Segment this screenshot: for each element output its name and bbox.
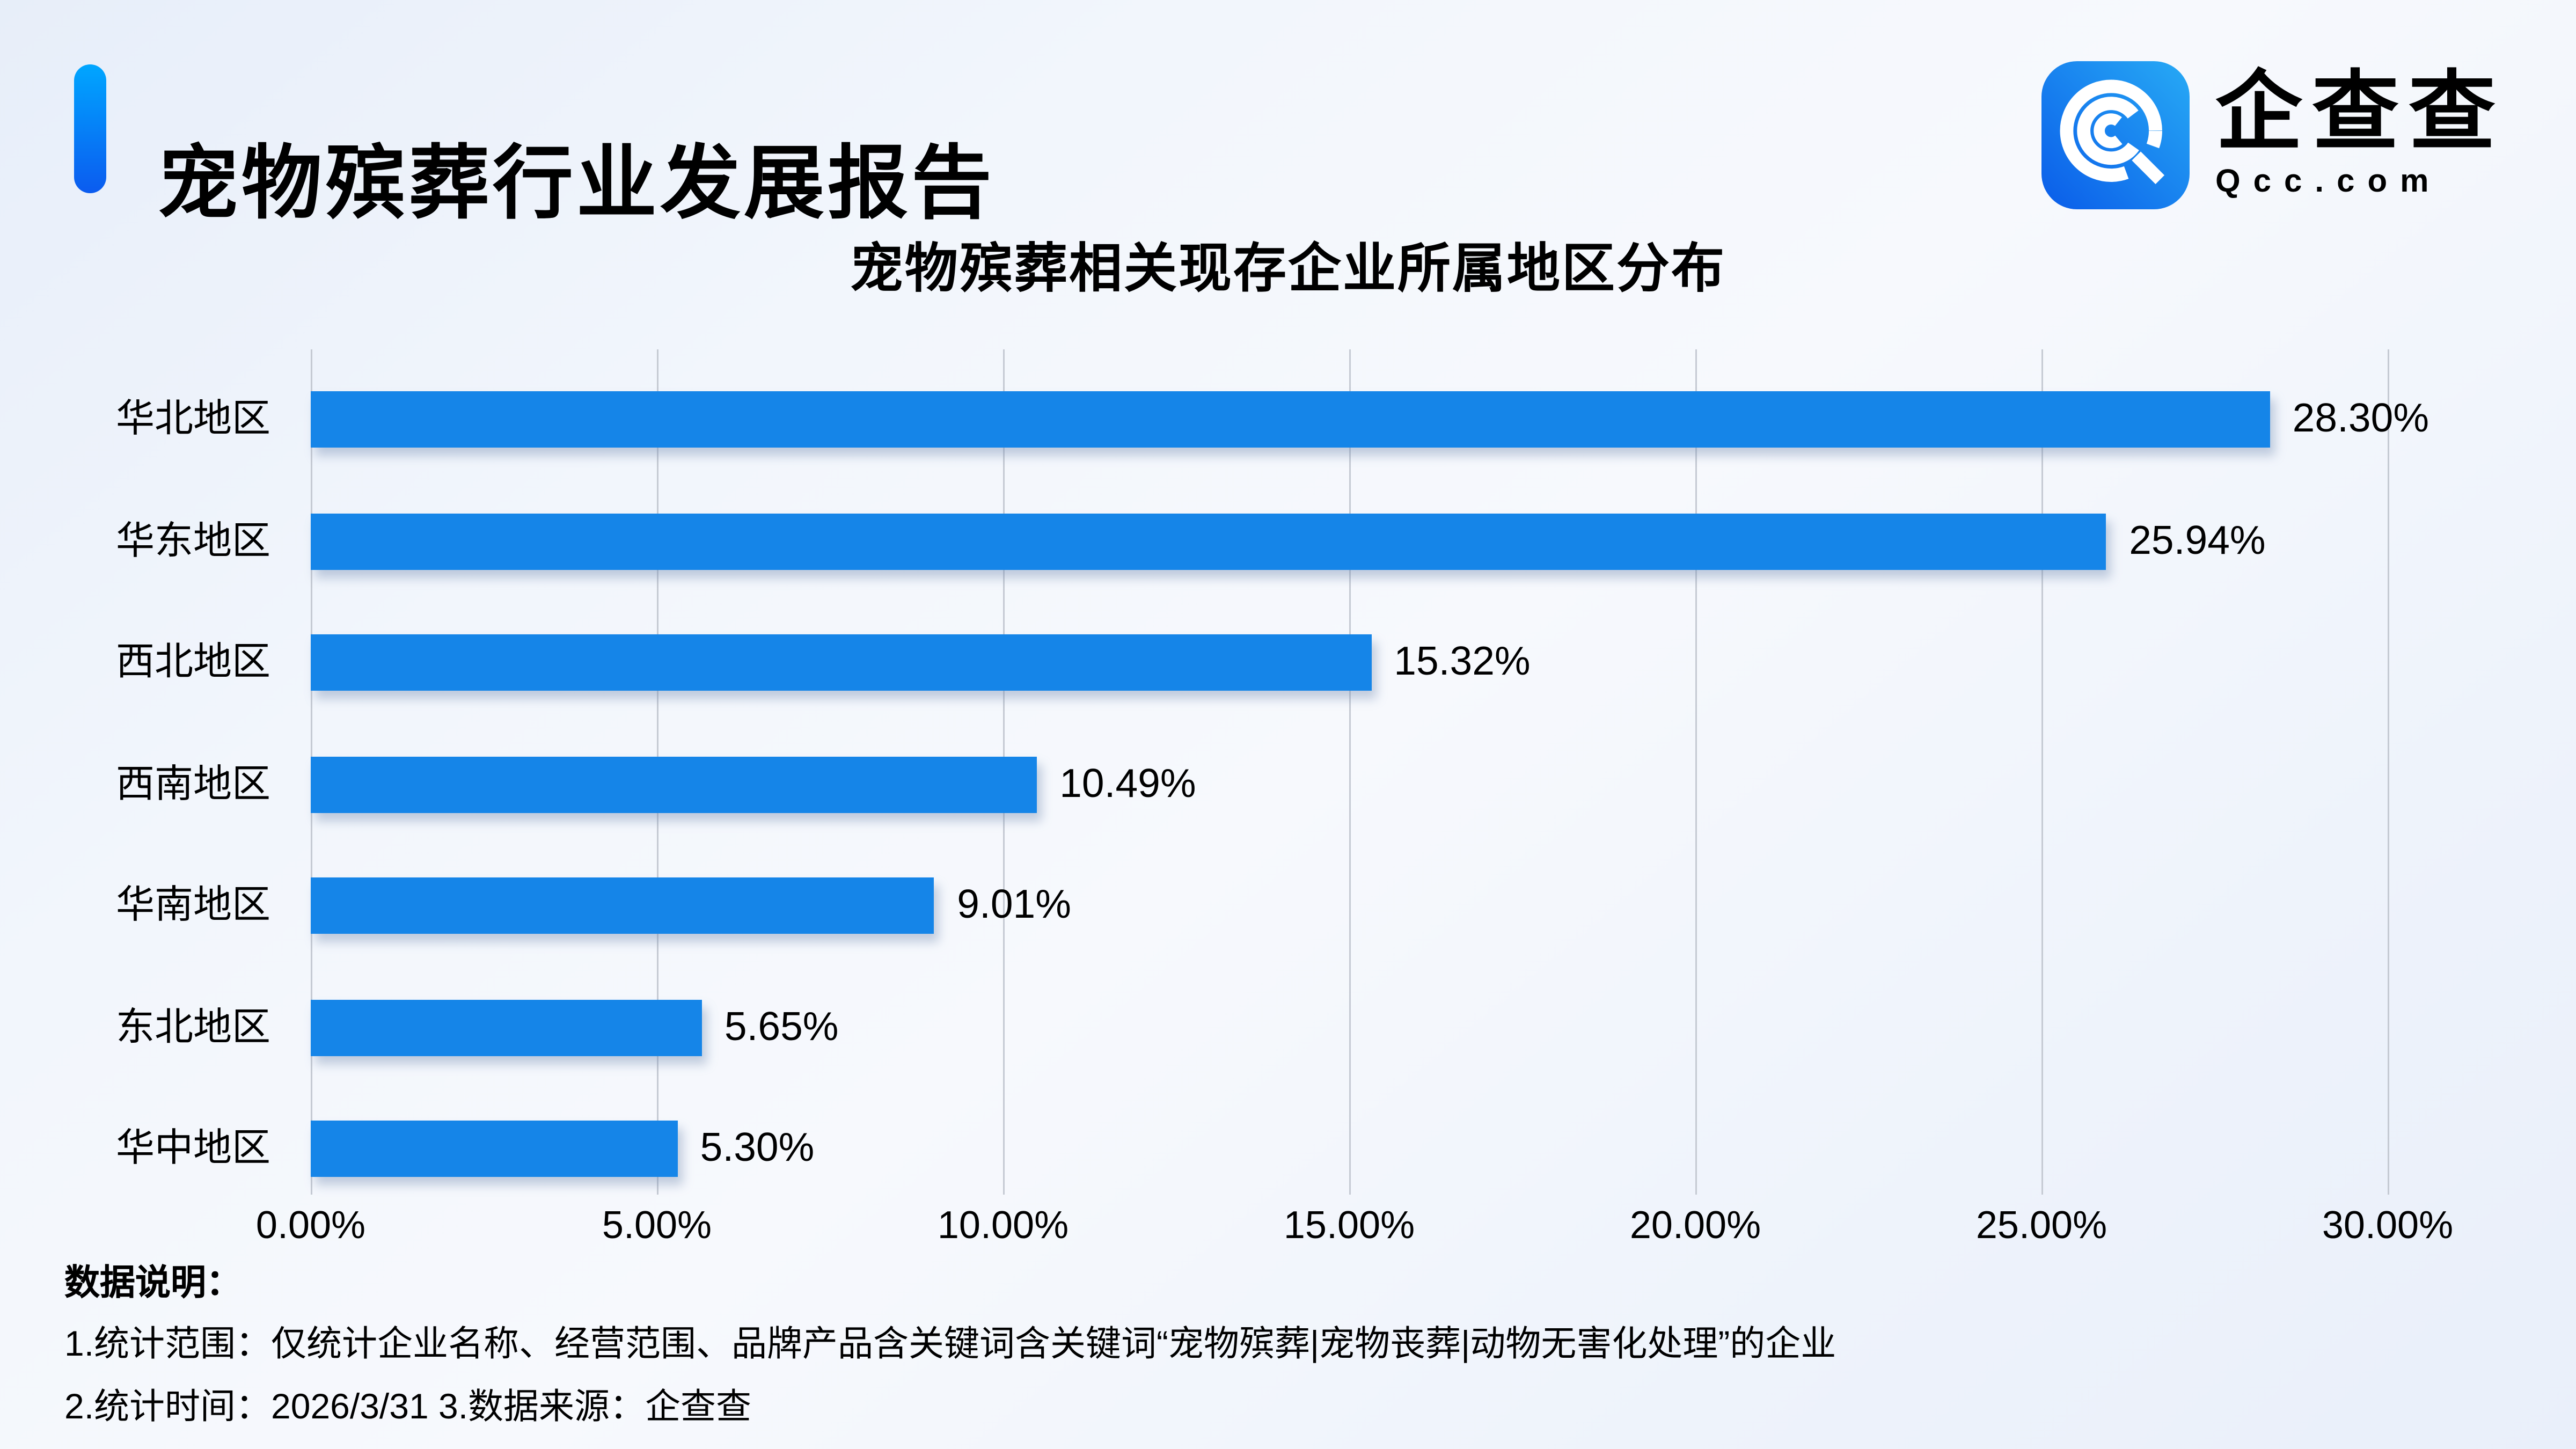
qcc-logo-domain: Qcc.com xyxy=(2215,164,2442,200)
category-label: 西南地区 xyxy=(116,762,270,806)
gridline xyxy=(2388,349,2389,1195)
value-label: 5.30% xyxy=(700,1125,815,1170)
x-axis-tick: 5.00% xyxy=(602,1204,712,1248)
qcc-logo-name: 企查查 xyxy=(2215,64,2505,161)
report-header: 宠物殡葬行业发展报告 企查查 xyxy=(0,0,2576,228)
category-label: 华东地区 xyxy=(116,519,270,563)
category-label: 华北地区 xyxy=(116,398,270,441)
x-axis-tick: 25.00% xyxy=(1975,1204,2107,1248)
x-axis-tick: 0.00% xyxy=(255,1204,366,1248)
qcc-logo-icon xyxy=(2041,61,2190,209)
bar xyxy=(311,877,935,934)
value-label: 25.94% xyxy=(2129,517,2266,563)
bar xyxy=(311,634,1372,691)
value-label: 5.65% xyxy=(724,1004,839,1049)
value-label: 28.30% xyxy=(2292,396,2429,441)
x-axis-tick: 20.00% xyxy=(1629,1204,1761,1248)
gridline xyxy=(2041,349,2043,1195)
x-axis-tick: 10.00% xyxy=(937,1204,1069,1248)
page-title: 宠物殡葬行业发展报告 xyxy=(158,137,995,228)
bar xyxy=(311,513,2107,569)
category-label: 华中地区 xyxy=(116,1127,270,1170)
notes-line-1: 1.统计范围：仅统计企业名称、经营范围、品牌产品含关键词含关键词“宠物殡葬|宠物… xyxy=(64,1323,1836,1364)
bar xyxy=(311,756,1037,813)
notes-line-2: 2.统计时间：2026/3/31 3.数据来源：企查查 xyxy=(64,1386,752,1426)
value-label: 9.01% xyxy=(957,882,1071,927)
x-axis-tick: 30.00% xyxy=(2322,1204,2454,1248)
value-label: 15.32% xyxy=(1394,639,1531,684)
bar xyxy=(311,999,702,1056)
bar xyxy=(311,1121,678,1177)
qcc-logo-text: 企查查 Qcc.com xyxy=(2215,69,2505,201)
chart-title: 宠物殡葬相关现存企业所属地区分布 xyxy=(850,238,1726,298)
category-label: 西北地区 xyxy=(116,641,270,684)
title-accent-bar xyxy=(74,64,106,193)
x-axis-tick: 15.00% xyxy=(1283,1204,1415,1248)
gridline xyxy=(1695,349,1697,1195)
gridline xyxy=(1349,349,1351,1195)
notes-heading: 数据说明： xyxy=(64,1262,242,1302)
qcc-logo: 企查查 Qcc.com xyxy=(2041,61,2505,209)
category-label: 华南地区 xyxy=(116,884,270,927)
category-label: 东北地区 xyxy=(116,1005,270,1049)
value-label: 10.49% xyxy=(1059,760,1196,806)
bar xyxy=(311,391,2270,448)
